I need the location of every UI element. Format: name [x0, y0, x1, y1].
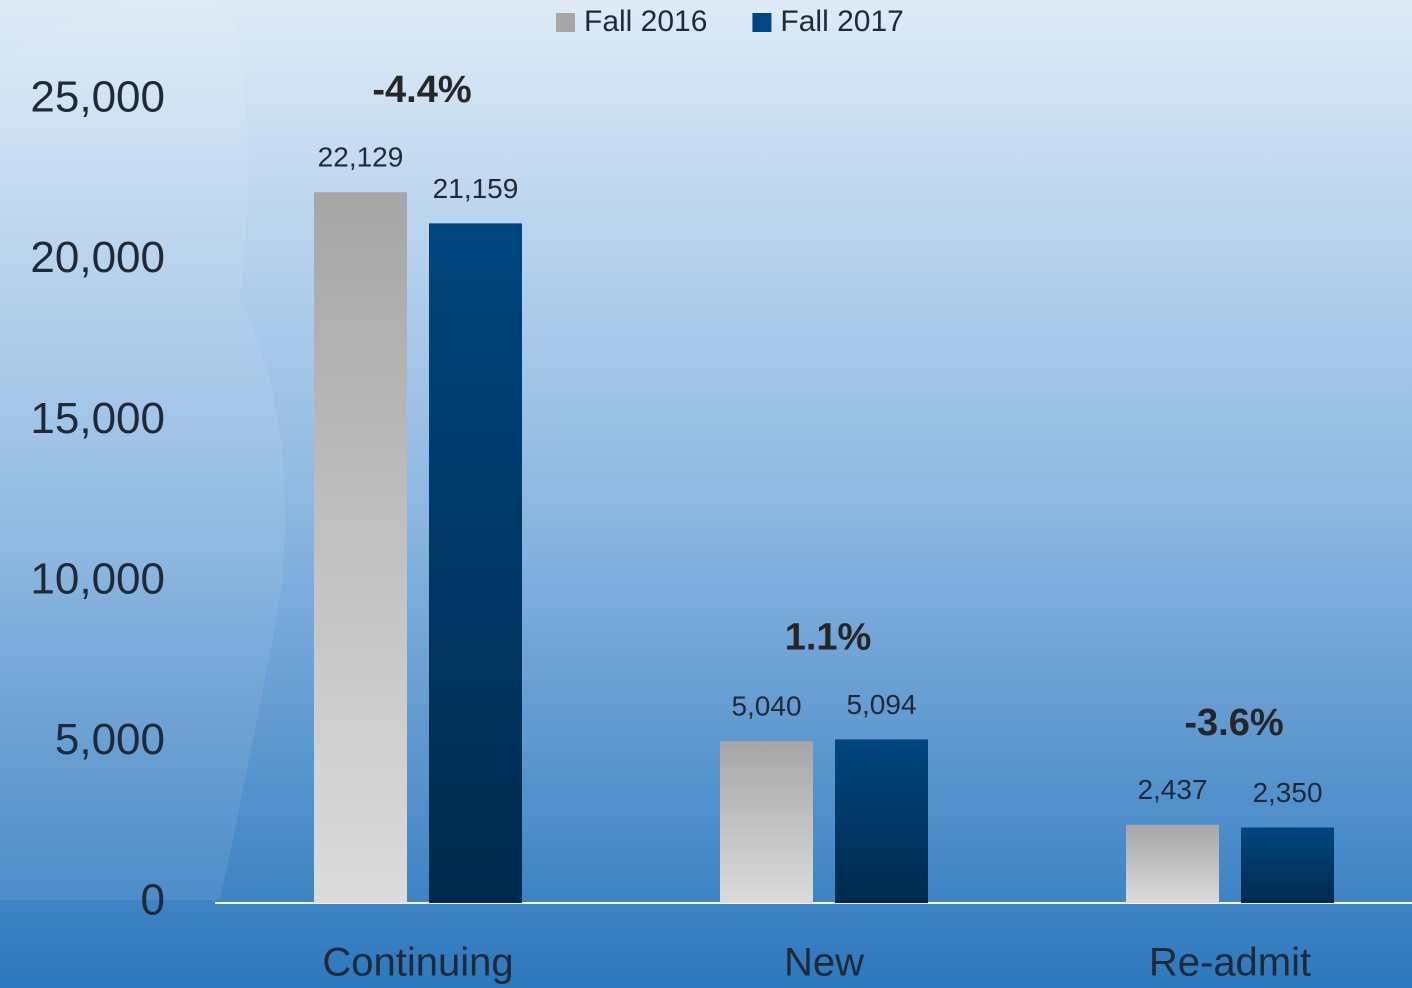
bar-shade — [720, 741, 813, 903]
value-label: 5,094 — [846, 689, 916, 720]
value-label: 21,159 — [433, 173, 519, 204]
annotation: -3.6% — [1184, 702, 1283, 744]
x-tick-label: Continuing — [322, 941, 513, 985]
value-label: 22,129 — [318, 142, 404, 173]
y-tick-label: 25,000 — [30, 73, 165, 122]
bar-shade — [1241, 827, 1334, 903]
legend-label: Fall 2016 — [584, 5, 707, 38]
y-tick-label: 15,000 — [30, 394, 165, 443]
legend-label: Fall 2017 — [780, 5, 903, 38]
y-tick-label: 0 — [141, 876, 165, 925]
value-label: 5,040 — [731, 691, 801, 722]
legend-swatch — [752, 13, 772, 32]
legend-swatch — [556, 13, 575, 32]
value-label: 2,350 — [1252, 777, 1322, 808]
y-tick-label: 10,000 — [30, 554, 165, 603]
bar-shade — [1126, 824, 1219, 903]
x-tick-label: Re-admit — [1149, 941, 1311, 985]
y-tick-label: 5,000 — [55, 715, 165, 764]
watermark — [0, 1, 285, 901]
bar-shade — [314, 192, 407, 903]
annotation: -4.4% — [372, 69, 471, 111]
y-tick-label: 20,000 — [30, 233, 165, 282]
x-tick-label: New — [784, 941, 864, 985]
value-label: 2,437 — [1137, 774, 1207, 805]
bar-shade — [835, 739, 928, 903]
bar-shade — [429, 223, 522, 903]
annotation: 1.1% — [785, 616, 872, 658]
